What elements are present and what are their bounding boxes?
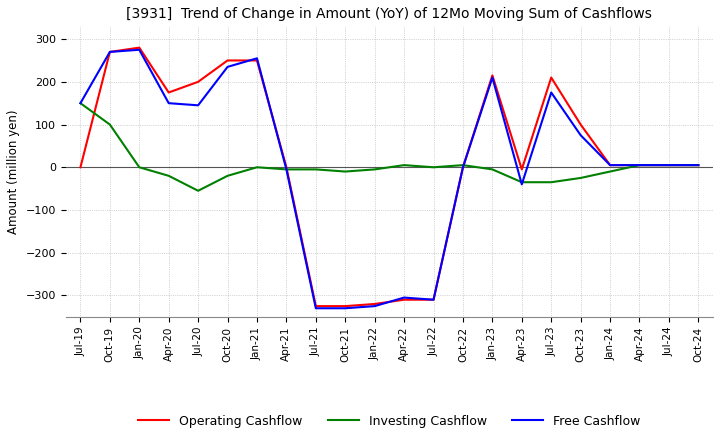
Investing Cashflow bbox=[429, 165, 438, 170]
Operating Cashflow bbox=[400, 297, 408, 302]
Investing Cashflow bbox=[164, 173, 173, 179]
Investing Cashflow bbox=[106, 122, 114, 127]
Operating Cashflow bbox=[606, 162, 614, 168]
Operating Cashflow bbox=[429, 297, 438, 302]
Free Cashflow bbox=[665, 162, 673, 168]
Investing Cashflow bbox=[370, 167, 379, 172]
Investing Cashflow bbox=[76, 101, 85, 106]
Operating Cashflow bbox=[635, 162, 644, 168]
Operating Cashflow bbox=[312, 304, 320, 309]
Free Cashflow bbox=[164, 101, 173, 106]
Operating Cashflow bbox=[341, 304, 350, 309]
Line: Investing Cashflow: Investing Cashflow bbox=[81, 103, 698, 191]
Free Cashflow bbox=[606, 162, 614, 168]
Free Cashflow bbox=[429, 297, 438, 302]
Operating Cashflow bbox=[253, 58, 261, 63]
Y-axis label: Amount (million yen): Amount (million yen) bbox=[7, 109, 20, 234]
Free Cashflow bbox=[76, 101, 85, 106]
Investing Cashflow bbox=[400, 162, 408, 168]
Legend: Operating Cashflow, Investing Cashflow, Free Cashflow: Operating Cashflow, Investing Cashflow, … bbox=[133, 410, 646, 433]
Free Cashflow bbox=[282, 167, 291, 172]
Operating Cashflow bbox=[665, 162, 673, 168]
Investing Cashflow bbox=[665, 162, 673, 168]
Free Cashflow bbox=[194, 103, 202, 108]
Free Cashflow bbox=[341, 306, 350, 311]
Investing Cashflow bbox=[312, 167, 320, 172]
Operating Cashflow bbox=[459, 165, 467, 170]
Free Cashflow bbox=[518, 182, 526, 187]
Investing Cashflow bbox=[253, 165, 261, 170]
Investing Cashflow bbox=[223, 173, 232, 179]
Title: [3931]  Trend of Change in Amount (YoY) of 12Mo Moving Sum of Cashflows: [3931] Trend of Change in Amount (YoY) o… bbox=[127, 7, 652, 21]
Operating Cashflow bbox=[135, 45, 143, 50]
Operating Cashflow bbox=[694, 162, 703, 168]
Operating Cashflow bbox=[518, 167, 526, 172]
Investing Cashflow bbox=[576, 175, 585, 180]
Free Cashflow bbox=[106, 49, 114, 55]
Free Cashflow bbox=[370, 304, 379, 309]
Operating Cashflow bbox=[76, 165, 85, 170]
Investing Cashflow bbox=[194, 188, 202, 194]
Free Cashflow bbox=[223, 64, 232, 70]
Investing Cashflow bbox=[518, 180, 526, 185]
Investing Cashflow bbox=[488, 167, 497, 172]
Free Cashflow bbox=[400, 295, 408, 300]
Operating Cashflow bbox=[223, 58, 232, 63]
Free Cashflow bbox=[635, 162, 644, 168]
Free Cashflow bbox=[576, 132, 585, 138]
Investing Cashflow bbox=[694, 162, 703, 168]
Free Cashflow bbox=[135, 47, 143, 52]
Free Cashflow bbox=[488, 75, 497, 80]
Investing Cashflow bbox=[547, 180, 556, 185]
Free Cashflow bbox=[253, 56, 261, 61]
Line: Free Cashflow: Free Cashflow bbox=[81, 50, 698, 308]
Operating Cashflow bbox=[576, 122, 585, 127]
Free Cashflow bbox=[459, 165, 467, 170]
Operating Cashflow bbox=[106, 49, 114, 55]
Investing Cashflow bbox=[606, 169, 614, 174]
Operating Cashflow bbox=[194, 79, 202, 84]
Operating Cashflow bbox=[370, 301, 379, 307]
Investing Cashflow bbox=[282, 167, 291, 172]
Investing Cashflow bbox=[135, 165, 143, 170]
Line: Operating Cashflow: Operating Cashflow bbox=[81, 48, 698, 306]
Operating Cashflow bbox=[547, 75, 556, 80]
Investing Cashflow bbox=[459, 162, 467, 168]
Free Cashflow bbox=[694, 162, 703, 168]
Free Cashflow bbox=[312, 306, 320, 311]
Operating Cashflow bbox=[282, 165, 291, 170]
Investing Cashflow bbox=[341, 169, 350, 174]
Investing Cashflow bbox=[635, 162, 644, 168]
Operating Cashflow bbox=[164, 90, 173, 95]
Free Cashflow bbox=[547, 90, 556, 95]
Operating Cashflow bbox=[488, 73, 497, 78]
